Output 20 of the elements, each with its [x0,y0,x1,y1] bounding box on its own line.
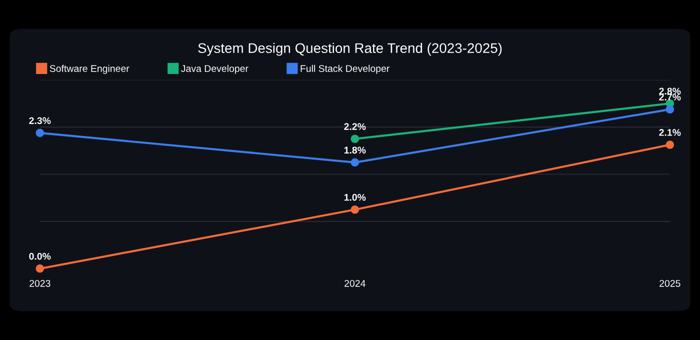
data-label: 2.2% [344,123,366,130]
legend-label: Java Developer [181,64,248,74]
point [350,158,360,167]
point [36,264,44,273]
chart-title: System Design Question Rate Trend (2023-2025) [198,42,502,56]
data-label: 2.3% [29,117,51,124]
x-tick-label: 2025 [660,280,680,287]
data-label: 1.0% [344,194,366,201]
data-label: 2.1% [659,129,681,136]
x-tick-label: 2023 [30,280,50,287]
legend-label: Full Stack Developer [300,64,390,74]
point [350,134,360,144]
point [666,105,674,114]
point [666,140,674,149]
legend-label: Software Engineer [50,64,130,74]
data-label: 1.8% [344,146,366,154]
point [350,205,360,214]
point [36,128,44,138]
data-label: 0.0% [29,252,51,260]
x-tick-label: 2024 [344,280,366,287]
